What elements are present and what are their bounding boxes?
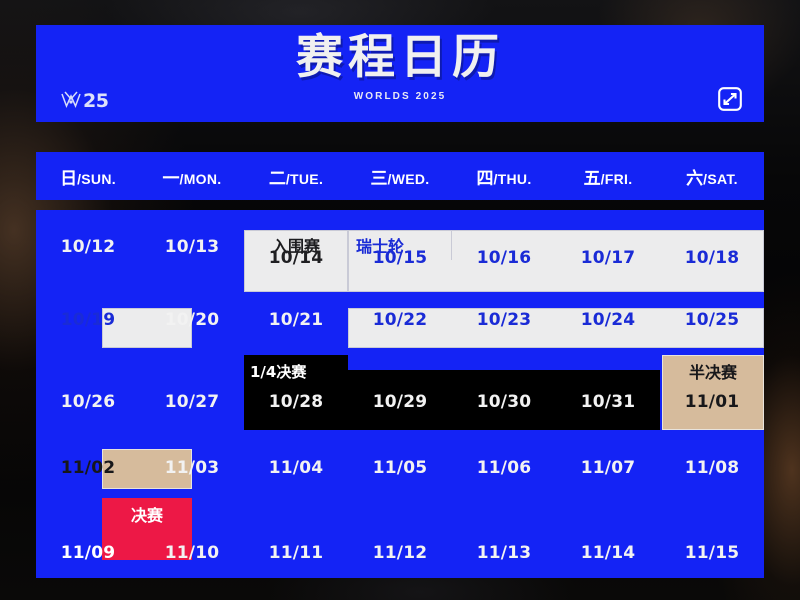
weekday-fri-cn: 五 bbox=[583, 168, 601, 189]
stage-label-swiss: 瑞士轮 bbox=[356, 237, 405, 256]
stage-label-finals: 决赛 bbox=[130, 506, 163, 525]
swiss-tab-notch bbox=[348, 230, 452, 260]
logo-year-label: 25 bbox=[83, 89, 109, 112]
date-cell-10-30[interactable]: 10/30 bbox=[476, 391, 532, 412]
weekday-tue-cn: 二 bbox=[268, 168, 286, 189]
stage-label-play-in: 入围赛 bbox=[271, 237, 320, 256]
weekday-sat-cn: 六 bbox=[686, 168, 704, 189]
weekday-sun-cn: 日 bbox=[60, 168, 78, 189]
weekday-wed-en: /WED. bbox=[387, 170, 430, 187]
header-title-block: 赛程日历 WORLDS 2025 bbox=[36, 30, 764, 102]
date-cell-10-14[interactable]: 10/14 bbox=[268, 247, 324, 268]
date-cell-10-17[interactable]: 10/17 bbox=[580, 247, 636, 268]
weekday-wed: 三/WED. bbox=[348, 164, 452, 189]
date-cell-10-23[interactable]: 10/23 bbox=[476, 310, 532, 331]
date-cell-11-07[interactable]: 11/07 bbox=[580, 457, 636, 478]
expand-icon[interactable] bbox=[718, 87, 742, 111]
band-swiss-sun-week2[interactable] bbox=[102, 308, 192, 348]
worlds-logo-icon: 25 bbox=[60, 89, 109, 112]
weekday-tue-en: /TUE. bbox=[285, 170, 324, 187]
weekday-thu: 四/THU. bbox=[452, 164, 556, 189]
date-cell-10-31[interactable]: 10/31 bbox=[580, 391, 636, 412]
weekday-sat-en: /SAT. bbox=[703, 170, 738, 187]
date-cell-11-01[interactable]: 11/01 bbox=[684, 391, 740, 412]
date-cells-layer: 10/12 10/13 10/14 10/15 10/16 10/17 10/1… bbox=[36, 210, 764, 578]
quarterfinals-tab-notch bbox=[244, 355, 348, 385]
weekday-sat: 六/SAT. bbox=[660, 164, 764, 189]
date-cell-10-16[interactable]: 10/16 bbox=[476, 247, 532, 268]
date-cell-10-24[interactable]: 10/24 bbox=[580, 310, 636, 331]
date-cell-10-25[interactable]: 10/25 bbox=[684, 310, 740, 331]
weekday-fri-en: /FRI. bbox=[600, 170, 633, 187]
date-cell-11-09[interactable]: 11/09 bbox=[60, 543, 116, 564]
poster-header: 赛程日历 WORLDS 2025 25 bbox=[36, 25, 764, 122]
date-cell-11-03[interactable]: 11/03 bbox=[164, 457, 220, 478]
date-cell-11-10[interactable]: 11/10 bbox=[164, 543, 220, 564]
date-cell-10-20[interactable]: 10/20 bbox=[164, 310, 220, 331]
band-semifinals-week3[interactable] bbox=[662, 355, 764, 430]
stage-label-semifinals: 半决赛 bbox=[688, 363, 737, 382]
date-cell-11-08[interactable]: 11/08 bbox=[684, 457, 740, 478]
date-cell-10-13[interactable]: 10/13 bbox=[164, 236, 220, 257]
date-cell-10-27[interactable]: 10/27 bbox=[164, 391, 220, 412]
date-cell-11-02[interactable]: 11/02 bbox=[60, 457, 116, 478]
calendar-grid: 入围赛 瑞士轮 1/4决赛 半决赛 决赛 10/12 10/13 10/14 1… bbox=[36, 210, 764, 578]
band-semifinals-week4[interactable] bbox=[102, 449, 192, 489]
weekday-wed-cn: 三 bbox=[370, 168, 388, 189]
date-cell-10-12[interactable]: 10/12 bbox=[60, 236, 116, 257]
date-cell-10-26[interactable]: 10/26 bbox=[60, 391, 116, 412]
weekday-tue: 二/TUE. bbox=[244, 164, 348, 189]
date-cell-10-19[interactable]: 10/19 bbox=[60, 310, 116, 331]
band-play-in[interactable] bbox=[244, 230, 348, 292]
date-cell-11-13[interactable]: 11/13 bbox=[476, 543, 532, 564]
page-title: 赛程日历 bbox=[296, 30, 504, 85]
date-cell-10-15[interactable]: 10/15 bbox=[372, 247, 428, 268]
weekday-thu-en: /THU. bbox=[493, 170, 532, 187]
band-swiss-week2[interactable] bbox=[348, 308, 764, 348]
band-finals[interactable] bbox=[102, 498, 192, 560]
date-cell-10-28[interactable]: 10/28 bbox=[268, 391, 324, 412]
date-cell-10-18[interactable]: 10/18 bbox=[684, 247, 740, 268]
weekday-mon-en: /MON. bbox=[179, 170, 222, 187]
date-cell-10-29[interactable]: 10/29 bbox=[372, 391, 428, 412]
date-cell-10-21[interactable]: 10/21 bbox=[268, 310, 324, 331]
date-cell-10-22[interactable]: 10/22 bbox=[372, 310, 428, 331]
weekday-thu-cn: 四 bbox=[476, 168, 494, 189]
weekday-sun-en: /SUN. bbox=[77, 170, 116, 187]
date-cell-11-14[interactable]: 11/14 bbox=[580, 543, 636, 564]
weekday-mon-cn: 一 bbox=[162, 168, 180, 189]
date-cell-11-11[interactable]: 11/11 bbox=[268, 543, 324, 564]
date-cell-11-05[interactable]: 11/05 bbox=[372, 457, 428, 478]
header-subtitle: WORLDS 2025 bbox=[353, 90, 447, 102]
weekday-fri: 五/FRI. bbox=[556, 164, 660, 189]
stage-label-quarterfinals: 1/4决赛 bbox=[250, 362, 307, 381]
date-cell-11-12[interactable]: 11/12 bbox=[372, 543, 428, 564]
weekday-header-row: 日/SUN. 一/MON. 二/TUE. 三/WED. 四/THU. 五/FRI… bbox=[36, 152, 764, 200]
date-cell-11-04[interactable]: 11/04 bbox=[268, 457, 324, 478]
weekday-mon: 一/MON. bbox=[140, 164, 244, 189]
date-cell-11-06[interactable]: 11/06 bbox=[476, 457, 532, 478]
weekday-sun: 日/SUN. bbox=[36, 164, 140, 189]
date-cell-11-15[interactable]: 11/15 bbox=[684, 543, 740, 564]
